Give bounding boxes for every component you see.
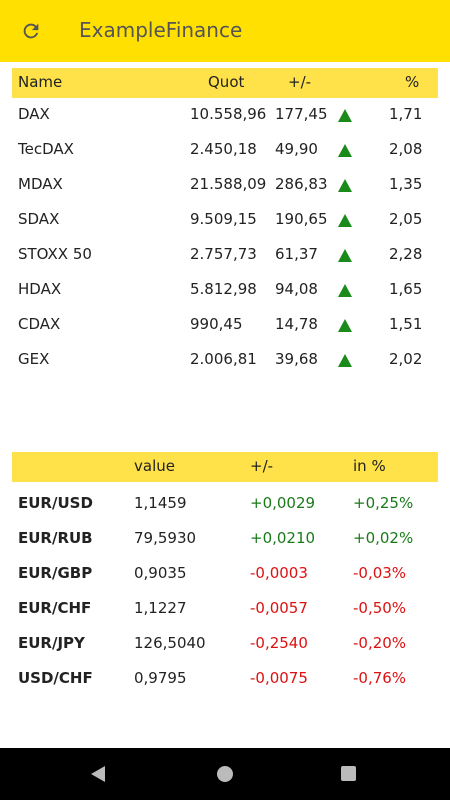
currency-pair: USD/CHF	[18, 669, 93, 687]
index-percent: 2,28	[389, 245, 423, 263]
index-quot: 2.006,81	[190, 350, 257, 368]
index-name: STOXX 50	[18, 245, 92, 263]
index-percent: 1,65	[389, 280, 423, 298]
currency-percent: -0,20%	[353, 634, 407, 652]
index-row[interactable]: GEX 2.006,81 39,68 2,02	[12, 345, 438, 375]
index-percent: 2,05	[389, 210, 423, 228]
triangle-up-icon	[338, 354, 352, 367]
col-name-header: Name	[18, 73, 63, 91]
recent-apps-icon[interactable]	[341, 766, 356, 781]
index-quot: 990,45	[190, 315, 243, 333]
index-change: 49,90	[275, 140, 318, 158]
index-quot: 21.588,09	[190, 175, 267, 193]
index-row[interactable]: TecDAX 2.450,18 49,90 2,08	[12, 135, 438, 165]
currency-change: -0,0003	[250, 564, 308, 582]
index-change: 190,65	[275, 210, 328, 228]
currency-row[interactable]: EUR/GBP 0,9035 -0,0003 -0,03%	[12, 559, 438, 589]
index-percent: 2,02	[389, 350, 423, 368]
refresh-icon[interactable]	[17, 17, 45, 45]
index-name: HDAX	[18, 280, 62, 298]
triangle-up-icon	[338, 249, 352, 262]
currency-row[interactable]: EUR/USD 1,1459 +0,0029 +0,25%	[12, 489, 438, 519]
indices-header: Name Quot +/- %	[12, 68, 438, 98]
col-percent-header: %	[405, 73, 420, 91]
currency-percent: +0,25%	[353, 494, 414, 512]
triangle-up-icon	[338, 319, 352, 332]
currency-percent: +0,02%	[353, 529, 414, 547]
currency-change: -0,0075	[250, 669, 308, 687]
currency-pair: EUR/GBP	[18, 564, 93, 582]
triangle-up-icon	[338, 144, 352, 157]
col-change-header: +/-	[250, 457, 274, 475]
currency-value: 1,1227	[134, 599, 187, 617]
currency-pair: EUR/USD	[18, 494, 93, 512]
index-row[interactable]: HDAX 5.812,98 94,08 1,65	[12, 275, 438, 305]
index-change: 61,37	[275, 245, 318, 263]
index-quot: 2.450,18	[190, 140, 257, 158]
currency-value: 79,5930	[134, 529, 197, 547]
currency-value: 126,5040	[134, 634, 206, 652]
triangle-up-icon	[338, 109, 352, 122]
index-change: 94,08	[275, 280, 318, 298]
index-name: GEX	[18, 350, 50, 368]
index-percent: 2,08	[389, 140, 423, 158]
index-row[interactable]: CDAX 990,45 14,78 1,51	[12, 310, 438, 340]
col-percent-header: in %	[353, 457, 386, 475]
currency-row[interactable]: EUR/CHF 1,1227 -0,0057 -0,50%	[12, 594, 438, 624]
currency-value: 0,9035	[134, 564, 187, 582]
index-name: TecDAX	[18, 140, 74, 158]
index-quot: 9.509,15	[190, 210, 257, 228]
currency-change: +0,0210	[250, 529, 316, 547]
currency-value: 1,1459	[134, 494, 187, 512]
home-icon[interactable]	[217, 766, 233, 782]
index-name: MDAX	[18, 175, 63, 193]
currency-percent: -0,50%	[353, 599, 407, 617]
app-title: ExampleFinance	[79, 18, 243, 42]
triangle-up-icon	[338, 179, 352, 192]
currency-pair: EUR/CHF	[18, 599, 92, 617]
index-name: SDAX	[18, 210, 60, 228]
index-change: 286,83	[275, 175, 328, 193]
col-quot-header: Quot	[208, 73, 245, 91]
index-row[interactable]: STOXX 50 2.757,73 61,37 2,28	[12, 240, 438, 270]
index-change: 39,68	[275, 350, 318, 368]
back-icon[interactable]	[91, 766, 105, 782]
currency-value: 0,9795	[134, 669, 187, 687]
currency-pair: EUR/RUB	[18, 529, 93, 547]
currency-row[interactable]: EUR/RUB 79,5930 +0,0210 +0,02%	[12, 524, 438, 554]
currencies-header: value +/- in %	[12, 452, 438, 482]
index-row[interactable]: DAX 10.558,96 177,45 1,71	[12, 100, 438, 130]
currency-percent: -0,76%	[353, 669, 407, 687]
index-row[interactable]: MDAX 21.588,09 286,83 1,35	[12, 170, 438, 200]
index-row[interactable]: SDAX 9.509,15 190,65 2,05	[12, 205, 438, 235]
col-change-header: +/-	[288, 73, 312, 91]
currency-row[interactable]: EUR/JPY 126,5040 -0,2540 -0,20%	[12, 629, 438, 659]
index-quot: 10.558,96	[190, 105, 267, 123]
index-percent: 1,51	[389, 315, 423, 333]
app-bar: ExampleFinance	[0, 0, 450, 62]
index-name: CDAX	[18, 315, 61, 333]
triangle-up-icon	[338, 284, 352, 297]
index-name: DAX	[18, 105, 50, 123]
triangle-up-icon	[338, 214, 352, 227]
currency-percent: -0,03%	[353, 564, 407, 582]
col-value-header: value	[134, 457, 175, 475]
currency-pair: EUR/JPY	[18, 634, 85, 652]
index-change: 14,78	[275, 315, 318, 333]
index-quot: 5.812,98	[190, 280, 257, 298]
currency-change: +0,0029	[250, 494, 316, 512]
currency-change: -0,0057	[250, 599, 308, 617]
currency-row[interactable]: USD/CHF 0,9795 -0,0075 -0,76%	[12, 664, 438, 694]
index-quot: 2.757,73	[190, 245, 257, 263]
index-percent: 1,71	[389, 105, 423, 123]
currency-change: -0,2540	[250, 634, 308, 652]
index-change: 177,45	[275, 105, 328, 123]
index-percent: 1,35	[389, 175, 423, 193]
